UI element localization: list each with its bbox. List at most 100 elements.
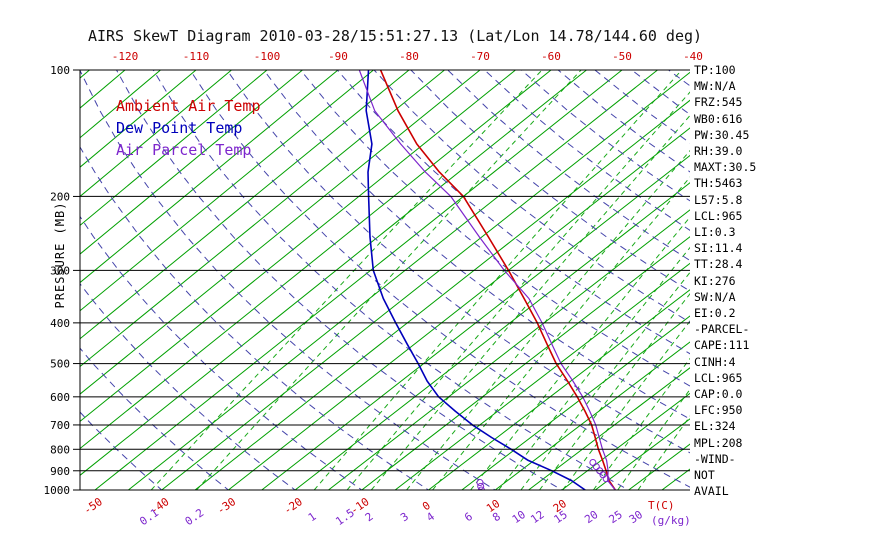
dry-adiabat-line (742, 70, 870, 499)
isotherm-line (80, 70, 90, 79)
top-axis-label: -110 (183, 50, 210, 63)
mixing-ratio-label: 12 (528, 508, 546, 526)
isotherm-line (328, 209, 690, 490)
top-axis-label: -80 (399, 50, 419, 63)
chart-title: AIRS SkewT Diagram 2010-03-28/15:51:27.1… (87, 27, 703, 45)
pressure-tick-label: 100 (50, 64, 70, 77)
mixing-ratio-label: 25 (607, 508, 625, 526)
isotherm-line (80, 70, 303, 255)
isotherm-line (161, 71, 690, 490)
dry-adiabat-line (80, 215, 363, 490)
parcel-marker (476, 479, 484, 487)
stat-line: LCL:965 (694, 370, 743, 385)
stat-line: TH:5463 (694, 176, 743, 191)
pressure-tick-label: 400 (50, 317, 70, 330)
pressure-tick-label: 700 (50, 419, 70, 432)
dry-adiabat-line (336, 70, 690, 355)
dry-adiabat-line (557, 70, 690, 173)
stat-line: EL:324 (694, 419, 736, 434)
stat-line: EI:0.2 (694, 306, 736, 321)
stat-line: PW:30.45 (694, 127, 750, 142)
top-axis-label: -120 (112, 50, 139, 63)
dry-adiabat-line (263, 70, 690, 420)
stat-line: SW:N/A (694, 289, 736, 304)
isotherm-line (528, 367, 690, 490)
bottom-axis-label: 10 (484, 497, 502, 515)
stat-line: MAXT:30.5 (694, 160, 757, 175)
legend-ambient-air-temp: Ambient Air Temp (116, 97, 261, 115)
stat-line: -PARCEL- (694, 322, 750, 337)
dry-adiabat-line (484, 70, 690, 231)
pressure-tick-label: 300 (50, 264, 70, 277)
dry-adiabat-line (189, 70, 690, 488)
isotherm-line (394, 262, 690, 490)
stat-line: RH:39.0 (694, 144, 743, 159)
mixing-ratio-line (520, 271, 690, 490)
isotherm-line (194, 99, 690, 490)
isotherm-line (361, 236, 690, 490)
mixing-ratio-label: 3 (398, 510, 411, 524)
mixing-ratio-label: 6 (462, 510, 475, 524)
top-axis-label: -70 (470, 50, 490, 63)
mixing-ratio-label: 10 (510, 508, 528, 526)
mixing-ratio-label: 15 (552, 508, 570, 526)
bottom-axis-label: -50 (81, 495, 105, 517)
stat-line: TT:28.4 (694, 257, 743, 272)
pressure-tick-label: 1000 (44, 484, 71, 497)
isotherm-line (428, 289, 690, 490)
parcel-marker (477, 482, 485, 490)
mixing-ratio-line (150, 70, 543, 490)
stat-line: MW:N/A (694, 79, 736, 94)
mixing-ratio-label: 2 (363, 510, 376, 524)
stat-line: L57:5.8 (694, 192, 743, 207)
dry-adiabat-line (152, 70, 630, 490)
mixing-ratio-line (637, 415, 690, 490)
parcel-marker (589, 458, 597, 466)
plot-area (80, 70, 870, 499)
isotherm-line (461, 315, 690, 490)
legend-dew-point-temp: Dew Point Temp (116, 119, 243, 137)
mixing-ratio-units-label: (g/kg) (651, 514, 691, 527)
dry-adiabat-line (80, 146, 430, 490)
mixing-ratio-label: 30 (627, 508, 645, 526)
mixing-ratio-label: 20 (582, 508, 600, 526)
mixing-ratio-line (498, 246, 690, 490)
top-axis-label: -60 (541, 50, 561, 63)
stats-panel: TP:100 MW:N/A FRZ:545 WB0:616 PW:30.45 RH:39.… (694, 62, 756, 499)
isotherm-line (80, 70, 232, 198)
mixing-ratio-label: 4 (424, 510, 437, 525)
isotherm-line (80, 70, 481, 395)
bottom-axis-label: -20 (281, 495, 305, 517)
air-parcel-temp-curve (358, 70, 616, 490)
stat-line: FRZ:545 (694, 95, 743, 110)
parcel-marker (592, 463, 600, 471)
mixing-ratio-label: 8 (490, 510, 503, 524)
bottom-axis-label: 20 (551, 497, 569, 515)
stat-line: CINH:4 (694, 354, 736, 369)
dry-adiabat-line (80, 347, 230, 490)
stat-line: LI:0.3 (694, 225, 736, 240)
parcel-marker (477, 486, 485, 490)
top-axis-label: -100 (254, 50, 281, 63)
mixing-ratio-line (592, 357, 690, 490)
stat-line: -WIND- (694, 451, 736, 466)
mixing-ratio-label: 1 (306, 510, 319, 524)
mixing-ratio-line (539, 292, 690, 490)
isotherm-line (80, 70, 552, 450)
dry-adiabat-line (80, 282, 296, 490)
isotherm-line (94, 70, 623, 490)
stat-line: WB0:616 (694, 111, 743, 126)
legend-air-parcel-temp: Air Parcel Temp (116, 141, 252, 159)
mixing-ratio-line (470, 216, 690, 490)
top-axis-label: -40 (683, 50, 703, 63)
isotherm-line (80, 70, 197, 168)
stat-line: NOT (694, 468, 715, 483)
stat-line: AVAIL (694, 484, 729, 499)
isotherm-line (80, 70, 516, 423)
isotherm-line (228, 127, 690, 490)
top-axis-label: -50 (612, 50, 632, 63)
dry-adiabat-line (373, 70, 690, 323)
stat-line: TP:100 (694, 63, 736, 77)
